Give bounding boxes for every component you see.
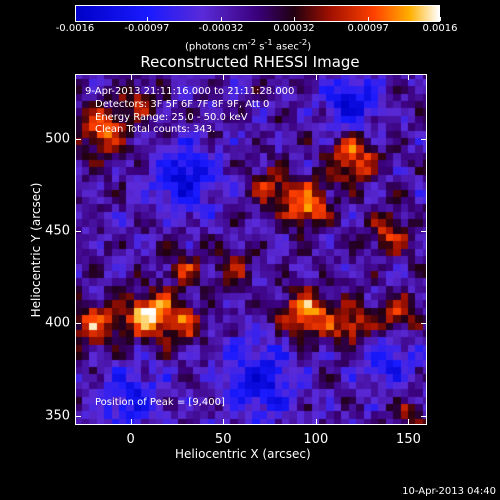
x-tick-mark bbox=[315, 74, 317, 80]
colorbar-tick: 0.00097 bbox=[347, 23, 389, 34]
y-tick-mark bbox=[75, 415, 81, 417]
x-tick-mark bbox=[223, 74, 225, 80]
annotation-detectors: Detectors: 3F 5F 6F 7F 8F 9F, Att 0 bbox=[95, 99, 270, 110]
x-axis-label: Heliocentric X (arcsec) bbox=[175, 447, 311, 461]
x-tick-mark bbox=[408, 419, 410, 425]
x-tick-label: 150 bbox=[396, 432, 421, 447]
x-tick-label: 100 bbox=[303, 432, 329, 447]
annotation-peak-position: Position of Peak = [9,400] bbox=[95, 397, 225, 408]
colorbar-tick-mark bbox=[294, 17, 295, 21]
x-tick-mark bbox=[315, 419, 317, 425]
y-tick-mark bbox=[75, 323, 81, 325]
y-tick-mark bbox=[421, 415, 427, 417]
y-tick-mark bbox=[421, 323, 427, 325]
chart-title: Reconstructed RHESSI Image bbox=[140, 53, 360, 71]
y-tick-label: 350 bbox=[45, 408, 70, 424]
y-axis-label: Heliocentric Y (arcsec) bbox=[29, 182, 43, 318]
y-tick-mark bbox=[75, 231, 81, 233]
heatmap-image bbox=[75, 74, 427, 425]
colorbar-tick-mark bbox=[75, 17, 76, 21]
x-tick-label: 50 bbox=[214, 432, 232, 447]
colorbar-tick: -0.00097 bbox=[124, 23, 170, 34]
y-tick-label: 450 bbox=[45, 223, 70, 239]
colorbar bbox=[75, 5, 440, 22]
colorbar-tick-mark bbox=[221, 17, 222, 21]
colorbar-tick-mark bbox=[368, 17, 370, 21]
annotation-energy-range: Energy Range: 25.0 - 50.0 keV bbox=[95, 112, 248, 123]
x-tick-mark bbox=[130, 419, 132, 425]
colorbar-tick-mark bbox=[146, 17, 148, 21]
y-tick-label: 400 bbox=[45, 315, 70, 331]
x-tick-mark bbox=[223, 419, 225, 425]
x-tick-label: 0 bbox=[126, 432, 135, 447]
y-tick-mark bbox=[421, 138, 427, 140]
timestamp: 10-Apr-2013 04:40 bbox=[402, 486, 496, 497]
colorbar-tick: -0.0016 bbox=[55, 23, 95, 34]
colorbar-unit-label: (photons cm-2 s-1 asec-2) bbox=[185, 37, 312, 53]
colorbar-tick: 0.0016 bbox=[422, 23, 458, 34]
x-tick-mark bbox=[408, 74, 410, 80]
annotation-clean-counts: Clean Total counts: 343. bbox=[95, 124, 216, 135]
annotation-time-range: 9-Apr-2013 21:11:16.000 to 21:11:28.000 bbox=[85, 86, 295, 97]
x-tick-mark bbox=[130, 74, 132, 80]
colorbar-tick: 0.00032 bbox=[273, 23, 315, 34]
y-tick-label: 500 bbox=[45, 131, 70, 147]
y-tick-mark bbox=[421, 231, 427, 233]
y-tick-mark bbox=[75, 138, 81, 140]
colorbar-tick: -0.00032 bbox=[198, 23, 244, 34]
colorbar-tick-mark bbox=[440, 17, 441, 21]
